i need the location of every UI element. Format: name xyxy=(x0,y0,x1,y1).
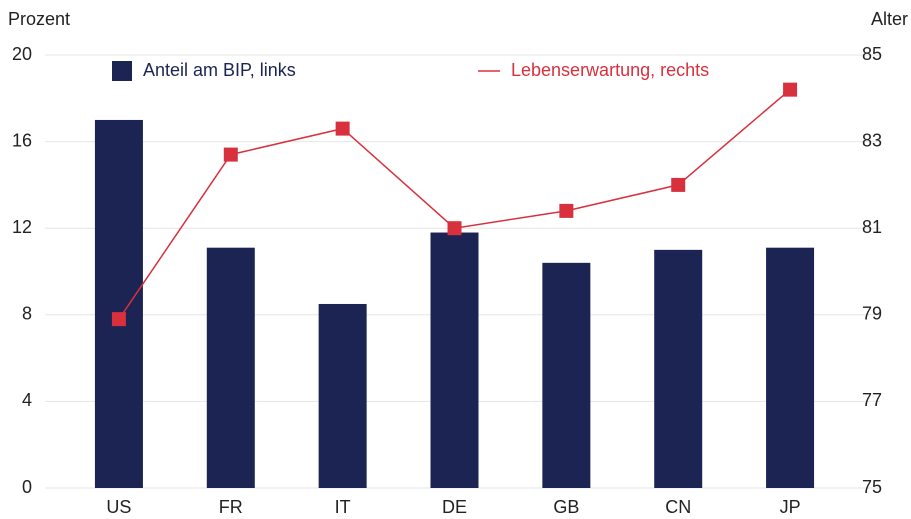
y2-tick-label: 85 xyxy=(862,44,882,64)
y2-tick-label: 83 xyxy=(862,130,882,150)
y-tick-label: 16 xyxy=(12,130,32,150)
bar xyxy=(206,247,255,488)
y-tick-label: 0 xyxy=(22,477,32,497)
y2-tick-label: 81 xyxy=(862,217,882,237)
y-tick-label: 12 xyxy=(12,217,32,237)
y2-axis-label: Alter xyxy=(871,9,908,29)
y2-tick-label: 79 xyxy=(862,304,882,324)
line-marker xyxy=(783,82,798,97)
x-tick-label: GB xyxy=(553,497,579,517)
y2-tick-label: 77 xyxy=(862,390,882,410)
bar xyxy=(94,119,143,488)
bar xyxy=(654,249,703,488)
line-marker xyxy=(111,312,126,327)
y-tick-label: 20 xyxy=(12,44,32,64)
legend-swatch xyxy=(112,61,132,81)
y-axis-label: Prozent xyxy=(8,9,70,29)
line-marker xyxy=(671,177,686,192)
legend-label: Lebenserwartung, rechts xyxy=(511,60,709,80)
x-tick-label: CN xyxy=(665,497,691,517)
line-marker xyxy=(223,147,238,162)
y-tick-label: 4 xyxy=(22,390,32,410)
bar xyxy=(542,262,591,488)
x-tick-label: US xyxy=(106,497,131,517)
line-marker xyxy=(559,203,574,218)
legend-label: Anteil am BIP, links xyxy=(143,60,296,80)
bar xyxy=(766,247,815,488)
bar xyxy=(318,303,367,488)
bar xyxy=(430,232,479,488)
x-tick-label: FR xyxy=(219,497,243,517)
x-tick-label: IT xyxy=(335,497,351,517)
line-marker xyxy=(447,221,462,236)
x-tick-label: DE xyxy=(442,497,467,517)
y2-tick-label: 75 xyxy=(862,477,882,497)
line-marker xyxy=(335,121,350,136)
x-tick-label: JP xyxy=(780,497,801,517)
y-tick-label: 8 xyxy=(22,304,32,324)
